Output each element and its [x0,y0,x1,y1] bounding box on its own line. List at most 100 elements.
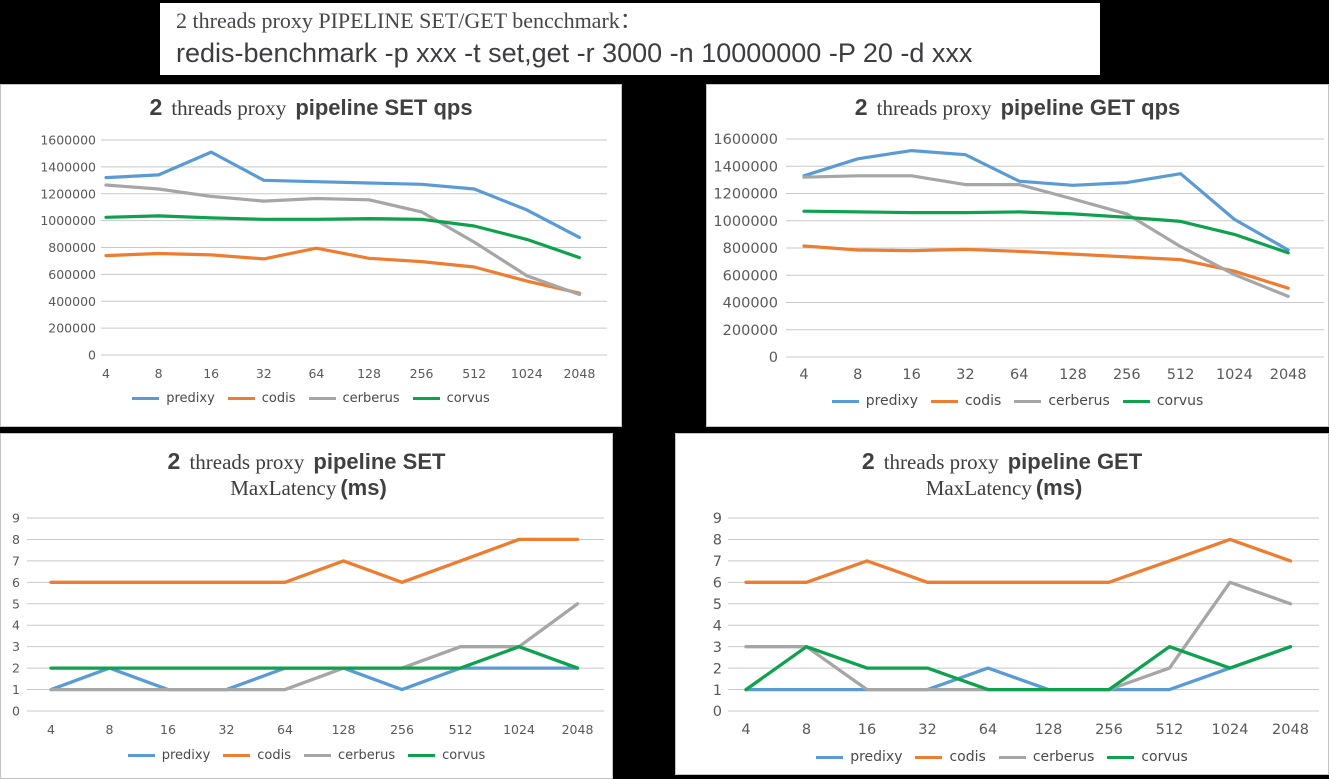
legend-label: predixy [865,393,918,409]
y-axis-tick-label: 3 [12,639,20,654]
chart-title-serif: threads proxy [189,450,305,474]
legend-label: corvus [442,748,486,763]
x-axis-tick-label: 8 [155,366,163,381]
series-line-cerberus [802,174,1290,298]
chart-title-num: 2 [167,448,181,474]
y-axis-tick-label: 1400000 [713,159,778,175]
legend-label: codis [261,391,296,406]
x-axis-tick-label: 64 [277,722,293,737]
series-line-cerberus [744,580,1293,692]
chart-legend: predixy codis cerberus corvus [707,393,1328,409]
x-axis-tick-label: 128 [1035,722,1063,738]
x-axis-tick-label: 256 [1095,722,1123,738]
legend-label: codis [949,749,986,765]
line-chart-set-latency: 0 1 2 3 4 5 6 7 8 9 4 8 16 32 64 128 256 512 1024 2048 [12,511,604,737]
x-axis-tick-label: 4 [47,722,55,737]
y-axis-tick-label: 1000000 [713,214,778,230]
legend-item-codis: codis [930,393,1002,409]
y-axis-tick-label: 1000000 [40,213,96,228]
legend-item-predixy: predixy [127,748,211,763]
y-axis-tick-label: 1600000 [713,132,778,148]
x-axis-tick-label: 32 [256,366,272,381]
x-axis-tick-label: 256 [410,366,434,381]
x-axis-tick-label: 128 [357,366,381,381]
y-axis-tick-label: 0 [12,704,20,719]
series-line-codis [49,537,580,584]
legend-label: predixy [850,749,903,765]
x-axis-tick-label: 2048 [562,722,594,737]
legend-swatch-predixy [816,755,844,759]
y-axis-tick-label: 1 [12,682,20,697]
series-line-cerberus [49,602,580,692]
legend-label: corvus [1141,749,1188,765]
y-axis-tick-label: 5 [713,597,722,613]
y-axis-tick-label: 0 [88,348,96,363]
x-axis-tick-label: 256 [1113,367,1141,383]
y-axis-tick-label: 7 [713,554,722,570]
series-line-corvus [104,214,582,260]
legend-swatch-cerberus [998,755,1026,759]
chart-title-num: 2 [861,448,875,474]
header-box: 2 threads proxy PIPELINE SET/GET bencchm… [160,3,1100,75]
chart-legend: predixy codis cerberus corvus [676,749,1328,765]
y-axis-tick-label: 8 [713,533,722,549]
x-axis-tick-label: 16 [858,722,876,738]
legend-item-corvus: corvus [1107,749,1188,765]
x-axis-tick-label: 1024 [1212,722,1249,738]
legend-item-codis: codis [223,748,291,763]
x-axis-tick-label: 64 [1010,367,1028,383]
x-axis-tick-label: 2048 [1270,367,1307,383]
series-line-predixy [744,645,1293,692]
chart-title-main: pipeline GET [1007,449,1143,474]
x-axis-tick-label: 256 [390,722,414,737]
chart-title-line2-serif: MaxLatency [230,476,337,500]
chart-panel-set-latency: 0 1 2 3 4 5 6 7 8 9 4 8 16 32 64 128 256 512 1024 2048 2 th… [0,433,613,779]
y-axis-tick-label: 1200000 [40,186,96,201]
legend-swatch-corvus [412,397,440,400]
series-line-codis [744,537,1293,584]
legend-label: corvus [446,391,490,406]
legend-label: codis [964,393,1002,409]
x-axis-tick-label: 1024 [511,366,543,381]
series-line-codis [802,244,1290,290]
legend-swatch-corvus [1107,755,1135,759]
legend-label: predixy [161,748,211,763]
x-axis-tick-label: 512 [449,722,473,737]
legend-item-predixy: predixy [816,749,902,765]
series-line-predixy [802,148,1290,252]
y-axis-tick-label: 7 [12,553,20,568]
y-axis-tick-label: 400000 [723,296,778,312]
legend-swatch-cerberus [308,397,336,400]
legend-item-codis: codis [915,749,986,765]
y-axis-tick-label: 1600000 [40,133,96,148]
y-axis-tick-label: 9 [12,511,20,526]
y-axis-tick-label: 0 [769,350,778,366]
header-command: redis-benchmark -p xxx -t set,get -r 300… [176,38,973,68]
header-title: 2 threads proxy PIPELINE SET/GET bencchm… [176,8,642,33]
x-axis-tick-label: 512 [1167,367,1195,383]
y-axis-tick-label: 4 [12,618,20,633]
chart-title-set-qps: 2 threads proxy pipeline SET qps [1,94,621,121]
series-line-predixy [104,150,582,239]
x-axis-tick-label: 4 [799,367,808,383]
x-axis-tick-label: 4 [741,722,750,738]
x-axis-tick-label: 128 [1059,367,1087,383]
y-axis-tick-label: 4 [713,618,722,634]
x-axis-tick-label: 16 [203,366,219,381]
line-chart-set-qps: 0 200000 400000 600000 800000 1000000 1200000 1… [40,133,607,381]
x-axis-tick-label: 32 [918,722,936,738]
legend-swatch-predixy [132,397,160,400]
y-axis-tick-label: 800000 [48,240,96,255]
y-axis-tick-label: 1 [713,683,722,699]
series-line-corvus [744,645,1293,692]
legend-swatch-predixy [831,399,859,403]
legend-item-codis: codis [227,391,296,406]
legend-item-corvus: corvus [408,748,485,763]
y-axis-tick-label: 1200000 [713,187,778,203]
x-axis-tick-label: 32 [219,722,235,737]
chart-title-num: 2 [149,94,163,120]
y-axis-tick-label: 2 [713,661,722,677]
legend-label: cerberus [1048,393,1110,409]
legend-item-cerberus: cerberus [304,748,395,763]
